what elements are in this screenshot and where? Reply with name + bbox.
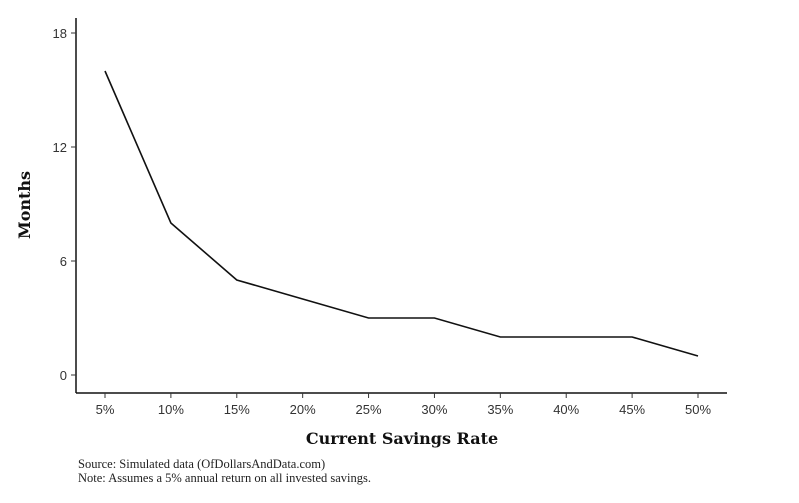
x-tick-label: 50%	[685, 402, 711, 417]
y-tick-label: 18	[53, 26, 67, 41]
source-note: Source: Simulated data (OfDollarsAndData…	[78, 457, 326, 471]
x-axis-label: Current Savings Rate	[306, 429, 498, 448]
y-tick-label: 0	[60, 368, 67, 383]
x-tick-label: 20%	[290, 402, 316, 417]
x-tick-label: 5%	[96, 402, 115, 417]
y-tick-label: 6	[60, 254, 67, 269]
series-line-months	[104, 70, 699, 357]
x-tick-label: 45%	[619, 402, 645, 417]
x-tick-label: 15%	[224, 402, 250, 417]
x-tick-label: 35%	[487, 402, 513, 417]
y-axis-label: Months	[15, 171, 34, 239]
x-tick-label: 30%	[421, 402, 447, 417]
x-tick-label: 25%	[356, 402, 382, 417]
x-tick-label: 10%	[158, 402, 184, 417]
assumption-note: Note: Assumes a 5% annual return on all …	[78, 471, 371, 485]
x-tick-label: 40%	[553, 402, 579, 417]
y-tick-label: 12	[53, 140, 67, 155]
